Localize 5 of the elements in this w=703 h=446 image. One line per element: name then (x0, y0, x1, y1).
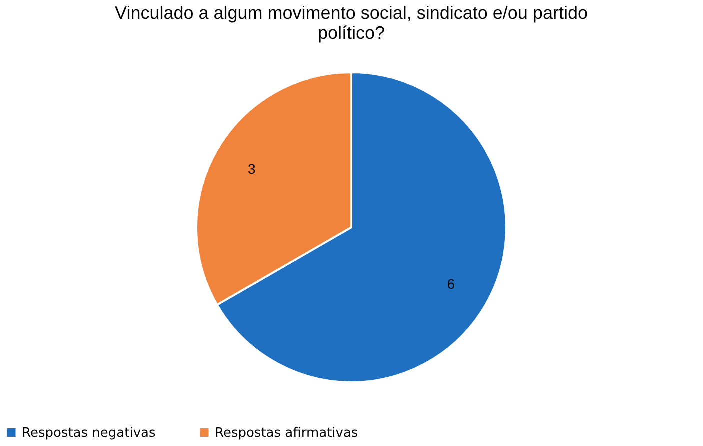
data-label: 6 (447, 276, 456, 292)
legend-label: Respostas afirmativas (215, 426, 358, 441)
data-label: 3 (248, 161, 256, 177)
legend-label: Respostas negativas (22, 426, 156, 441)
chart-title: Vinculado a algum movimento social, sindicato e/ou partido político? (115, 3, 588, 43)
